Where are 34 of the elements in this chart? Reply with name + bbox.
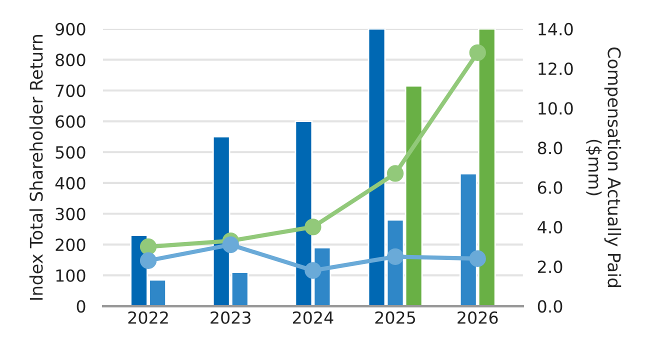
y-tick-label: 300 (56, 208, 86, 220)
y-axis-title: Index Total Shareholder Return (29, 35, 43, 300)
point (140, 252, 157, 269)
x-tick-label: 2026 (458, 311, 498, 324)
y2-tick-label: 10.0 (538, 102, 573, 115)
y2-tick-label: 2.0 (538, 260, 562, 274)
y-tick-label: 0 (76, 300, 86, 313)
x-tick-label: 2023 (210, 311, 250, 324)
point (304, 218, 322, 236)
y-tick-label: 900 (56, 22, 86, 36)
point (386, 165, 404, 182)
x-tick-label: 2022 (128, 311, 168, 324)
y-tick-label: 600 (56, 115, 86, 128)
y2-axis-title: Compensation Actually Paid ($mm) (586, 48, 622, 287)
y-tick-label: 400 (55, 176, 86, 190)
y-tick-label: 700 (56, 84, 86, 98)
point (222, 236, 239, 254)
x-tick-label: 2024 (292, 311, 334, 324)
y2-tick-label: 12.0 (538, 62, 573, 76)
point (469, 250, 486, 267)
x-tick-label: 2025 (375, 311, 416, 324)
y-tick-label: 500 (56, 146, 86, 159)
y2-tick-label: 4.0 (538, 220, 562, 234)
point (386, 248, 404, 265)
y2-tick-label: 0.0 (538, 300, 562, 313)
y-tick-label: 800 (56, 54, 86, 66)
y-tick-label: 200 (56, 238, 86, 252)
y-tick-label: 100 (56, 269, 86, 282)
y2-tick-label: 14.0 (538, 22, 573, 36)
point (469, 44, 486, 61)
y2-tick-label: 6.0 (538, 181, 562, 194)
y2-tick-label: 8.0 (538, 142, 562, 154)
point (304, 262, 322, 279)
point (140, 238, 157, 256)
